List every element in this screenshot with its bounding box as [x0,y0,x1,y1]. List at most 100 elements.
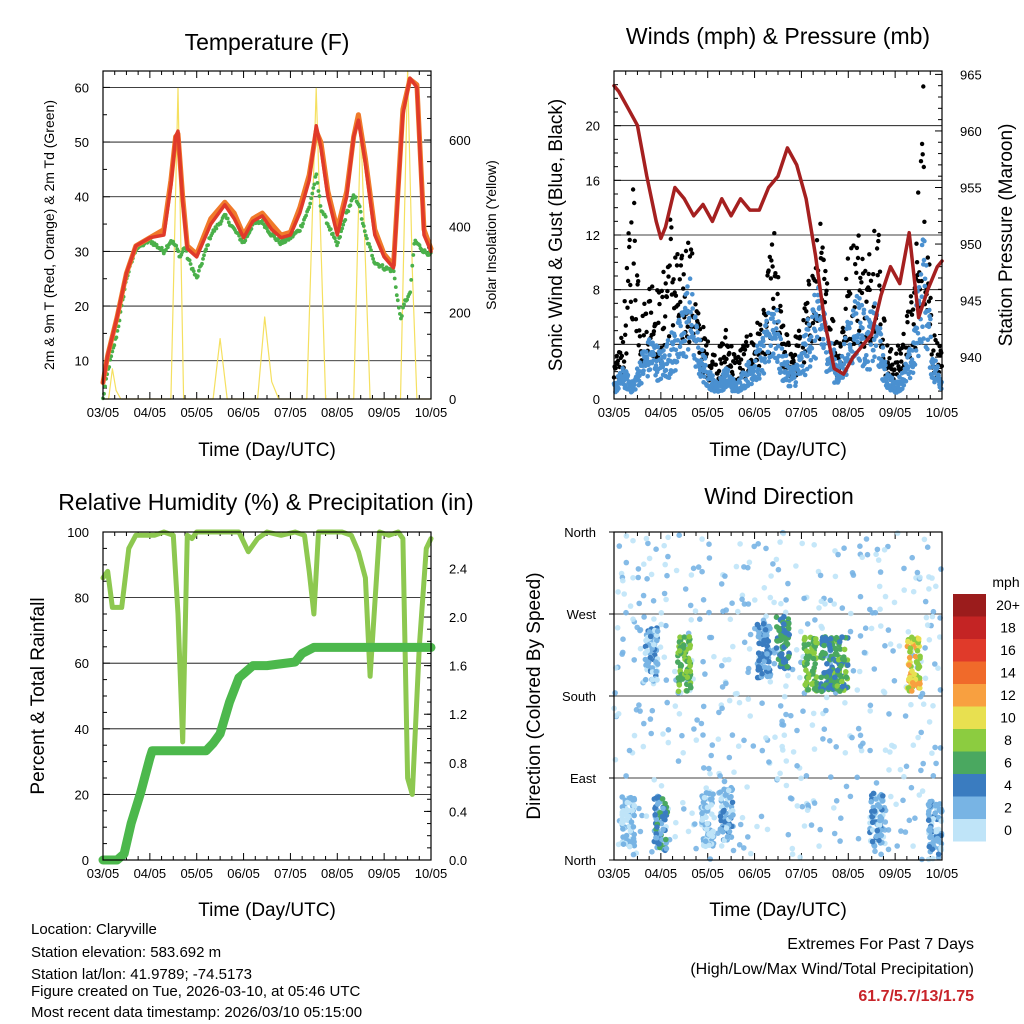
wind-direction-point [812,617,818,623]
wind-direction-point [863,536,870,542]
wind-direction-point [768,573,774,579]
dewpoint-point [200,261,204,266]
wind-direction-point [701,794,708,801]
wind-direction-point [827,647,834,653]
wind-direction-point [901,587,907,593]
gust-point [713,362,718,367]
wind-direction-point [922,598,929,605]
wind-direction-point [761,638,767,645]
sonic-wind-point [761,343,766,349]
gust-point [621,359,627,364]
temperature-xtick-label: 08/05 [321,405,354,420]
wind-direction-point [746,646,753,652]
dewpoint-point [410,263,415,268]
wind-direction-point [779,718,785,725]
wind-direction-point [764,643,770,649]
dewpoint-point [397,305,401,310]
wind-direction-point [910,843,916,849]
wind-direction-point [699,817,706,823]
direction-frame [613,531,943,861]
gust-point [738,357,744,362]
wind-direction-point [681,806,687,812]
wind-direction-point [724,802,730,808]
wind-direction-point [766,759,772,765]
wind-direction-point [658,621,664,628]
wind-direction-point [799,540,805,547]
wind-direction-point [641,561,647,567]
sonic-wind-point [776,319,781,324]
dewpoint-point [197,268,201,273]
temperature-xtick-label: 04/05 [134,405,167,420]
wind-direction-point [623,533,630,539]
gust-point [724,356,729,362]
gust-point [727,350,732,356]
wind-direction-point [857,543,863,549]
wind-direction-point [688,572,695,578]
gust-point [919,278,924,284]
sonic-wind-point [653,363,659,368]
sonic-wind-point [925,346,930,352]
wind-direction-point [839,605,846,611]
gust-point [853,262,858,267]
station-pressure-line [612,83,944,376]
wind-direction-point [798,775,804,782]
wind-direction-point [811,800,818,806]
wind-direction-point [654,628,661,634]
wind-direction-point [690,565,697,572]
temperature-ytick-label: 10 [75,354,89,369]
gust-point [932,333,937,338]
wind-direction-point [751,543,757,550]
sonic-wind-point [855,339,860,345]
dewpoint-point [225,216,230,221]
gust-point [650,284,655,289]
gust-point [921,84,926,89]
wind-direction-point [736,699,743,706]
wind-direction-point [662,561,668,568]
sonic-wind-point [831,347,837,353]
sonic-wind-point [770,316,775,321]
gust-point [806,278,811,284]
sonic-wind-point [860,325,865,331]
direction-ylabel: Direction (Colored By Speed) [524,572,545,819]
gust-point [633,298,638,303]
wind-direction-point [902,713,909,719]
wind-direction-point [759,700,765,706]
sonic-wind-point [808,334,814,340]
wind-direction-point [745,665,752,672]
colorbar-label: 16 [1000,642,1016,658]
wind-direction-point [849,734,855,741]
sonic-wind-point [756,367,761,372]
sonic-wind-point [793,380,799,385]
gust-point [718,357,723,362]
gust-point [644,329,649,335]
gust-point [821,257,826,263]
sonic-wind-point [639,380,644,386]
temperature-xtick-label: 09/05 [368,405,401,420]
gust-point [741,352,747,357]
wind-direction-point [763,545,769,552]
wind-direction-point [933,760,939,767]
wind-direction-point [927,825,933,831]
wind-direction-point [672,668,678,675]
wind-direction-point [680,642,687,649]
wind-direction-point [709,811,715,817]
wind-direction-point [675,688,682,695]
wind-direction-point [759,670,765,677]
wind-direction-point [777,703,784,709]
gust-point [844,276,849,282]
sonic-wind-point [871,347,876,353]
wind-direction-point [637,627,644,633]
wind-direction-point [785,625,792,632]
gust-point [614,353,619,359]
wind-direction-point [764,826,771,833]
wind-direction-point [663,836,669,843]
wind-direction-point [767,673,773,679]
sonic-wind-point [752,364,758,369]
wind-direction-point [789,851,796,857]
sonic-wind-point [661,348,666,353]
wind-direction-point [812,661,818,667]
wind-direction-point [934,835,941,842]
wind-direction-point [907,674,913,681]
wind-direction-point [733,563,740,570]
wind-direction-point [776,625,782,632]
